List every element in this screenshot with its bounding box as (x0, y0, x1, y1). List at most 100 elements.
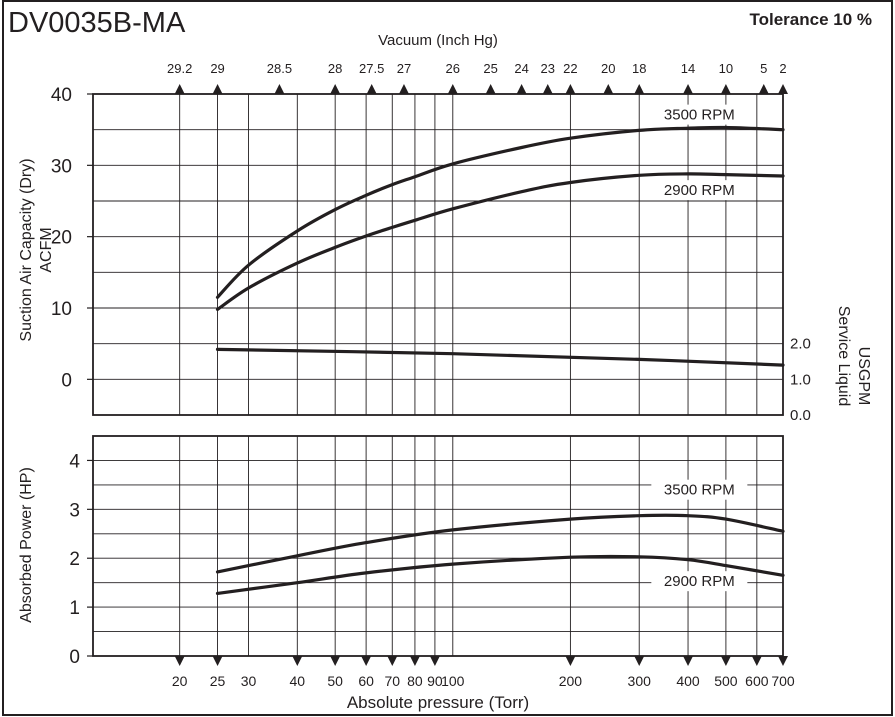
pressure-tick-marker (409, 656, 420, 666)
y2-tick-label: 0.0 (790, 407, 811, 424)
capacity-y-label-line1: Suction Air Capacity (Dry) (18, 158, 35, 341)
vacuum-tick-marker (542, 84, 553, 94)
power-y-tick-label: 2 (69, 549, 80, 570)
pressure-tick-marker (212, 656, 223, 666)
power-y-tick-label: 4 (69, 451, 80, 472)
power-y-tick-label: 1 (69, 598, 80, 619)
curve-label: 3500 RPM (664, 107, 735, 124)
pressure-tick-marker (565, 656, 576, 666)
vacuum-axis-title: Vacuum (Inch Hg) (378, 32, 498, 49)
power-plot-frame (92, 435, 784, 657)
pressure-tick-marker (683, 656, 694, 666)
capacity-plot-frame (92, 93, 784, 416)
pressure-tick-label: 300 (628, 673, 652, 689)
vacuum-tick-marker (720, 84, 731, 94)
pressure-tick-label: 400 (676, 673, 700, 689)
pressure-tick-label: 90 (427, 673, 443, 689)
vacuum-tick-label: 23 (541, 61, 555, 76)
pressure-tick-label: 600 (745, 673, 769, 689)
model-title: DV0035B-MA (8, 7, 186, 39)
power-curves: 3500 RPM 2900 RPM (215, 479, 785, 595)
vacuum-tick-label: 24 (514, 61, 528, 76)
pressure-tick-label: 30 (241, 673, 257, 689)
pressure-tick-label: 40 (290, 673, 306, 689)
capacity-y-tick-label: 0 (61, 370, 72, 391)
capacity-y-tick-label: 30 (51, 156, 72, 177)
pressure-tick-label: 50 (327, 673, 343, 689)
vacuum-tick-marker (516, 84, 527, 94)
capacity-curve-3500-rpm (215, 125, 785, 299)
pressure-tick-label: 700 (771, 673, 795, 689)
pressure-axis-title: Absolute pressure (Torr) (347, 693, 529, 712)
vacuum-tick-label: 29 (210, 61, 224, 76)
y2-label-line1: USGPM (855, 347, 872, 406)
capacity-panel: 3500 RPM 2900 RPM 0 10 20 30 40 2.0 1.0 0.0 29.… (18, 61, 872, 424)
service-liquid-axis: 2.0 1.0 0.0 (790, 336, 811, 424)
power-y-tick-label: 3 (69, 500, 80, 521)
capacity-y-label-line2: ACFM (38, 227, 55, 272)
vacuum-tick-marker (330, 84, 341, 94)
vacuum-tick-marker (485, 84, 496, 94)
vacuum-tick-marker (212, 84, 223, 94)
power-panel: 3500 RPM 2900 RPM 0 1 2 3 4 20 25 30 40 50 60 70 80 9… (18, 435, 795, 712)
capacity-y-tick-label: 10 (51, 299, 72, 320)
pressure-tick-label: 500 (714, 673, 738, 689)
capacity-curves: 3500 RPM 2900 RPM (215, 104, 785, 367)
power-curve-3500-rpm (215, 513, 785, 574)
pressure-tick-marker (361, 656, 372, 666)
y2-tick-label: 2.0 (790, 336, 811, 353)
y2-tick-label: 1.0 (790, 371, 811, 388)
vacuum-tick-label: 20 (601, 61, 615, 76)
capacity-y-ticks: 0 10 20 30 40 (51, 85, 93, 391)
pressure-tick-label: 100 (441, 673, 465, 689)
tolerance-label: Tolerance 10 % (749, 10, 872, 29)
vacuum-tick-label: 27.5 (359, 61, 384, 76)
pressure-tick-marker (174, 656, 185, 666)
pressure-tick-marker (387, 656, 398, 666)
vacuum-tick-marker (174, 84, 185, 94)
pressure-tick-marker (330, 656, 341, 666)
capacity-curve-service-liquid (215, 347, 785, 367)
pressure-tick-label: 60 (358, 673, 374, 689)
vacuum-tick-label: 28.5 (267, 61, 292, 76)
pressure-tick-marker (292, 656, 303, 666)
pressure-tick-marker (429, 656, 440, 666)
vacuum-tick-label: 18 (632, 61, 646, 76)
curve-label: 3500 RPM (664, 482, 735, 499)
curve-label-bg (651, 479, 748, 500)
pressure-tick-label: 80 (407, 673, 423, 689)
power-y-ticks: 0 1 2 3 4 (69, 451, 93, 668)
vacuum-tick-label: 5 (760, 61, 767, 76)
vacuum-tick-label: 22 (563, 61, 577, 76)
curve-label: 2900 RPM (664, 573, 735, 590)
vacuum-tick-label: 28 (328, 61, 342, 76)
pressure-tick-label: 200 (559, 673, 583, 689)
vacuum-tick-marker (366, 84, 377, 94)
vacuum-tick-label: 2 (779, 61, 786, 76)
vacuum-tick-marker (398, 84, 409, 94)
pressure-tick-label: 20 (172, 673, 188, 689)
pressure-tick-marker (634, 656, 645, 666)
vacuum-tick-marker (758, 84, 769, 94)
vacuum-tick-label: 29.2 (167, 61, 192, 76)
curve-label-bg (651, 571, 748, 592)
vacuum-tick-marker (778, 84, 788, 94)
power-grid (93, 436, 783, 656)
curve-label-bg (651, 180, 748, 201)
vacuum-tick-label: 27 (397, 61, 411, 76)
y2-label-line2: Service Liquid (835, 306, 852, 407)
curve-label: 2900 RPM (664, 182, 735, 199)
vacuum-ticks: 29.2 29 28.5 28 27.5 27 26 25 24 23 22 20 18 14 10 5 2 (167, 61, 788, 94)
power-y-label: Absorbed Power (HP) (18, 467, 35, 623)
capacity-grid (93, 94, 783, 415)
vacuum-tick-marker (603, 84, 614, 94)
pressure-tick-label: 70 (384, 673, 400, 689)
vacuum-tick-marker (447, 84, 458, 94)
vacuum-tick-label: 10 (719, 61, 733, 76)
pressure-tick-marker (778, 656, 788, 666)
power-y-tick-label: 0 (69, 647, 80, 668)
